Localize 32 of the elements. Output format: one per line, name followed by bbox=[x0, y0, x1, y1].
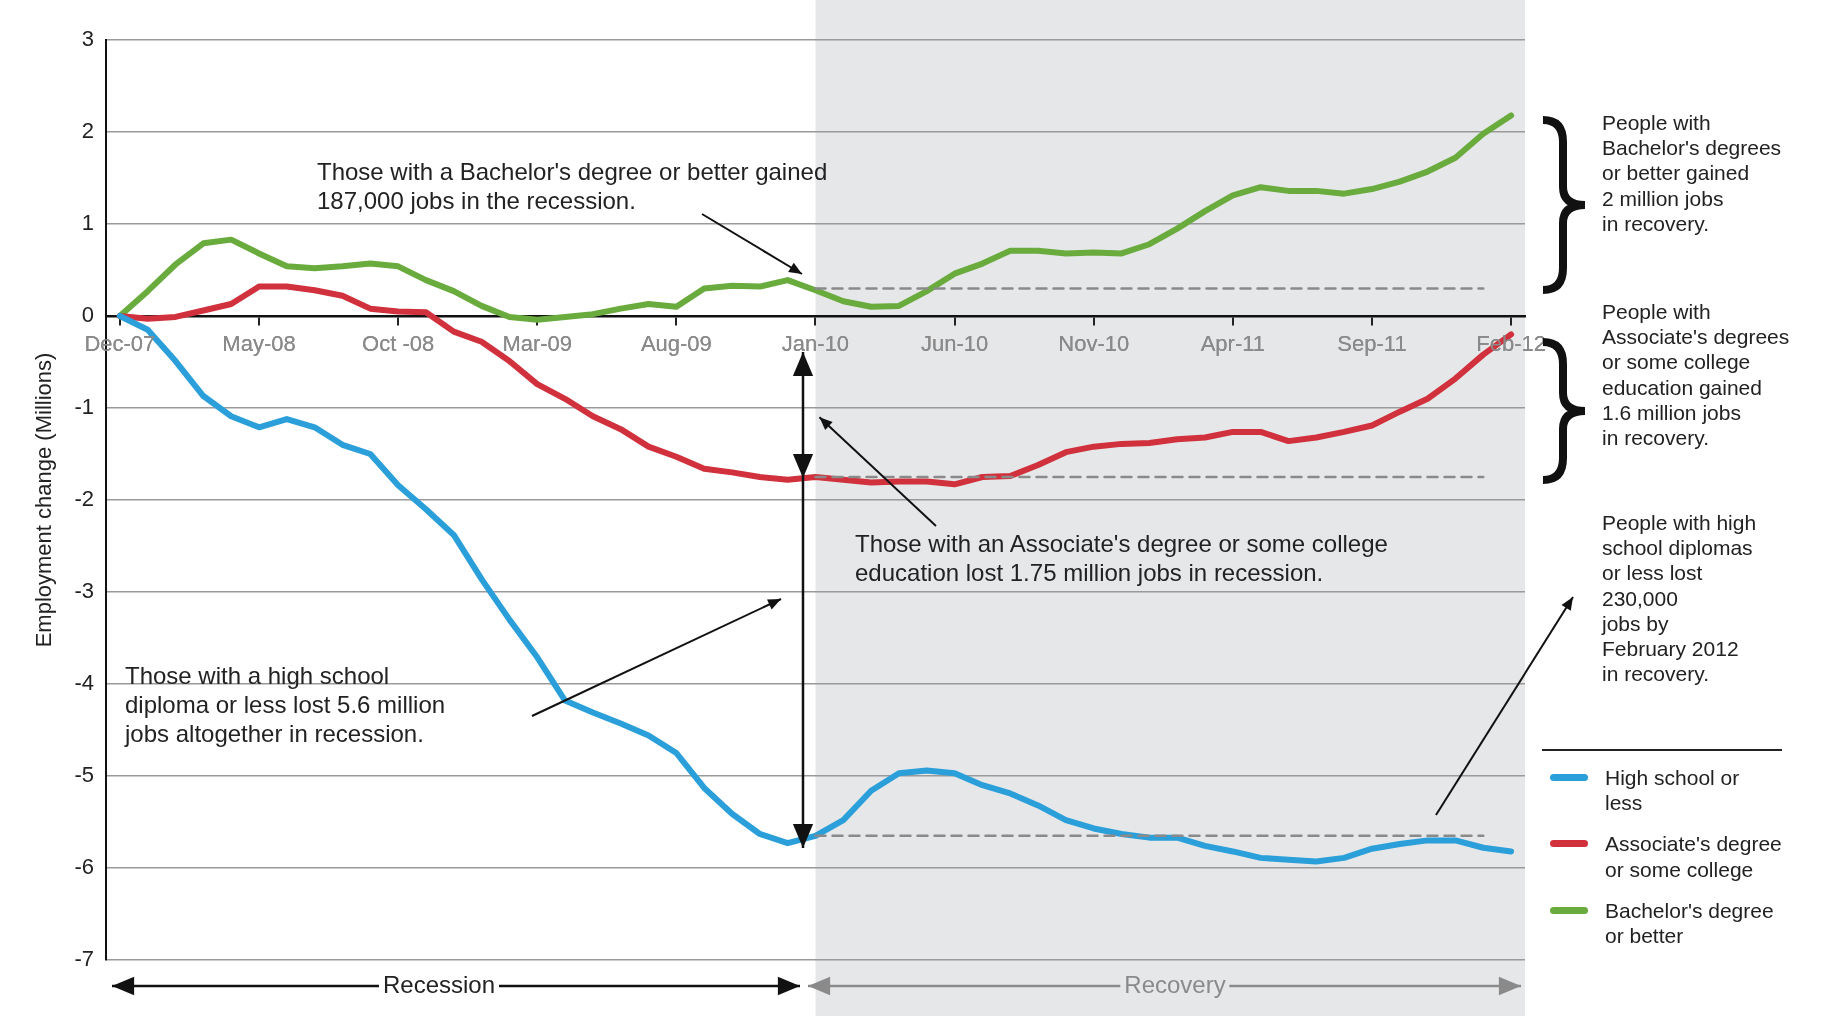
x-tick-label: Mar-09 bbox=[502, 331, 573, 357]
x-tick-label: May-08 bbox=[222, 331, 296, 357]
y-axis-title: Employment change (Millions) bbox=[31, 352, 57, 648]
y-tick-label: -5 bbox=[74, 762, 94, 788]
x-tick-label: Sep-11 bbox=[1337, 331, 1407, 357]
x-tick-label: Apr-11 bbox=[1200, 331, 1266, 357]
x-tick-label: Oct -08 bbox=[362, 331, 435, 357]
text: People with Bachelor's degrees or better gained 2 million jobs in recovery. bbox=[1602, 110, 1782, 236]
annotation: Those with a Bachelor's degree or better gained 187,000 jobs in the recession. bbox=[317, 158, 828, 216]
x-tick-label: Aug-09 bbox=[640, 331, 712, 357]
text: People with high school diplomas or less lost 230,000 jobs by February 2012 in recovery. bbox=[1602, 510, 1757, 687]
y-tick-label: -6 bbox=[74, 854, 94, 880]
y-tick-label: 1 bbox=[81, 210, 94, 236]
legend-label: Bachelor's degree or better bbox=[1605, 897, 1775, 949]
y-tick-label: -3 bbox=[74, 578, 94, 604]
text: People with Associate's degrees or some college education gained 1.6 million jobs in recovery. bbox=[1602, 299, 1790, 451]
y-tick-label: -7 bbox=[74, 946, 94, 972]
x-tick-label: Nov-10 bbox=[1058, 331, 1130, 357]
legend-label: Associate's degree or some college bbox=[1605, 831, 1782, 882]
legend-label: High school or less bbox=[1605, 765, 1741, 816]
text: Recovery bbox=[1120, 971, 1230, 1000]
text: Recession bbox=[378, 971, 500, 1000]
annotation: Those with a high school diploma or less lost 5.6 million jobs altogether in recession. bbox=[125, 662, 446, 749]
y-tick-label: 0 bbox=[81, 302, 94, 328]
y-tick-label: -1 bbox=[74, 394, 94, 420]
y-tick-label: -4 bbox=[74, 670, 94, 696]
x-tick-label: Jun-10 bbox=[920, 331, 989, 357]
annotation: Those with an Associate's degree or some college education lost 1.75 million jobs in recession. bbox=[855, 530, 1388, 588]
y-tick-label: 3 bbox=[81, 26, 94, 52]
y-tick-label: 2 bbox=[81, 118, 94, 144]
x-tick-label: Jan-10 bbox=[781, 331, 850, 357]
y-tick-label: -2 bbox=[74, 486, 94, 512]
